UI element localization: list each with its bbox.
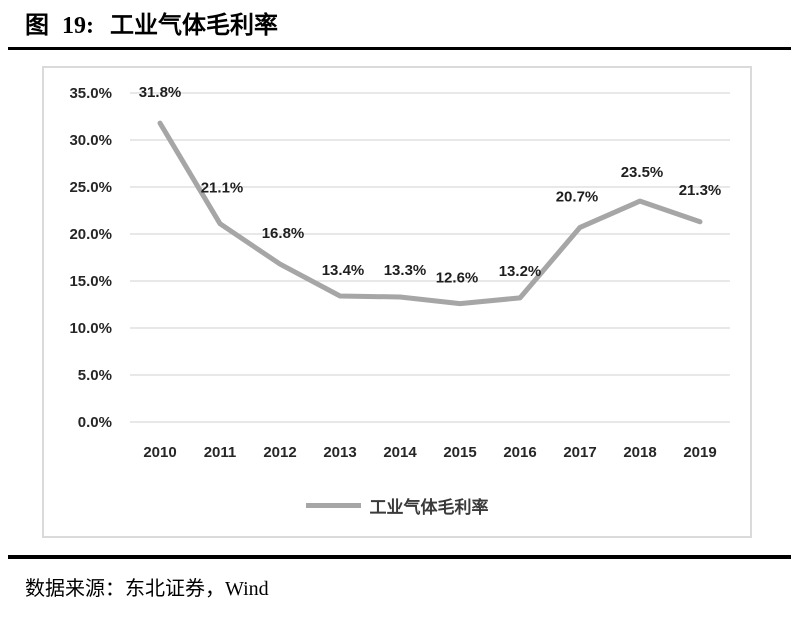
x-axis-tick-label: 2015: [443, 444, 476, 461]
data-label: 20.7%: [556, 188, 599, 205]
y-axis-tick-label: 20.0%: [69, 226, 112, 243]
x-axis-tick-label: 2010: [143, 444, 176, 461]
x-axis-tick-label: 2011: [204, 444, 237, 461]
x-axis-tick-label: 2018: [623, 444, 656, 461]
data-source: 数据来源：东北证券，Wind: [25, 578, 269, 600]
data-label: 21.3%: [679, 182, 722, 199]
chart-frame: 35.0% 30.0% 25.0% 20.0% 15.0% 10.0% 5.0% 0.0% 20…: [42, 66, 752, 538]
x-axis-tick-label: 2014: [383, 444, 417, 461]
x-axis-tick-label: 2019: [683, 444, 716, 461]
legend-line-marker: [305, 503, 361, 508]
figure-caption-number: 19:: [62, 13, 94, 39]
data-label: 12.6%: [436, 270, 479, 287]
y-axis-tick-label: 35.0%: [69, 85, 112, 102]
y-axis-tick-label: 25.0%: [69, 179, 112, 196]
legend-label: 工业气体毛利率: [369, 498, 489, 517]
data-label: 13.3%: [384, 262, 427, 279]
series-line: [157, 120, 703, 307]
figure-caption-title: 工业气体毛利率: [110, 13, 278, 39]
top-divider: [8, 47, 791, 50]
data-label: 13.4%: [322, 262, 365, 279]
x-axis-tick-label: 2016: [503, 444, 536, 461]
data-label: 31.8%: [139, 84, 182, 101]
chart-svg: 35.0% 30.0% 25.0% 20.0% 15.0% 10.0% 5.0% 0.0% 20…: [69, 84, 730, 461]
x-axis-tick-label: 2013: [323, 444, 356, 461]
x-axis-tick-label: 2017: [563, 444, 596, 461]
bottom-divider: [8, 555, 791, 559]
y-axis-tick-label: 15.0%: [69, 273, 112, 290]
data-label: 16.8%: [262, 225, 305, 242]
data-label: 23.5%: [621, 164, 664, 181]
figure-caption-label: 图: [25, 13, 49, 39]
figure-caption: 图 19: 工业气体毛利率: [25, 5, 278, 40]
data-label: 21.1%: [201, 180, 244, 197]
y-axis-tick-label: 10.0%: [69, 320, 112, 337]
y-axis-tick-label: 30.0%: [69, 132, 112, 149]
y-axis-tick-label: 0.0%: [78, 414, 112, 431]
chart-legend: 工业气体毛利率: [44, 493, 750, 518]
y-axis-tick-label: 5.0%: [78, 367, 112, 384]
x-axis-tick-label: 2012: [263, 444, 296, 461]
data-label: 13.2%: [499, 263, 542, 280]
